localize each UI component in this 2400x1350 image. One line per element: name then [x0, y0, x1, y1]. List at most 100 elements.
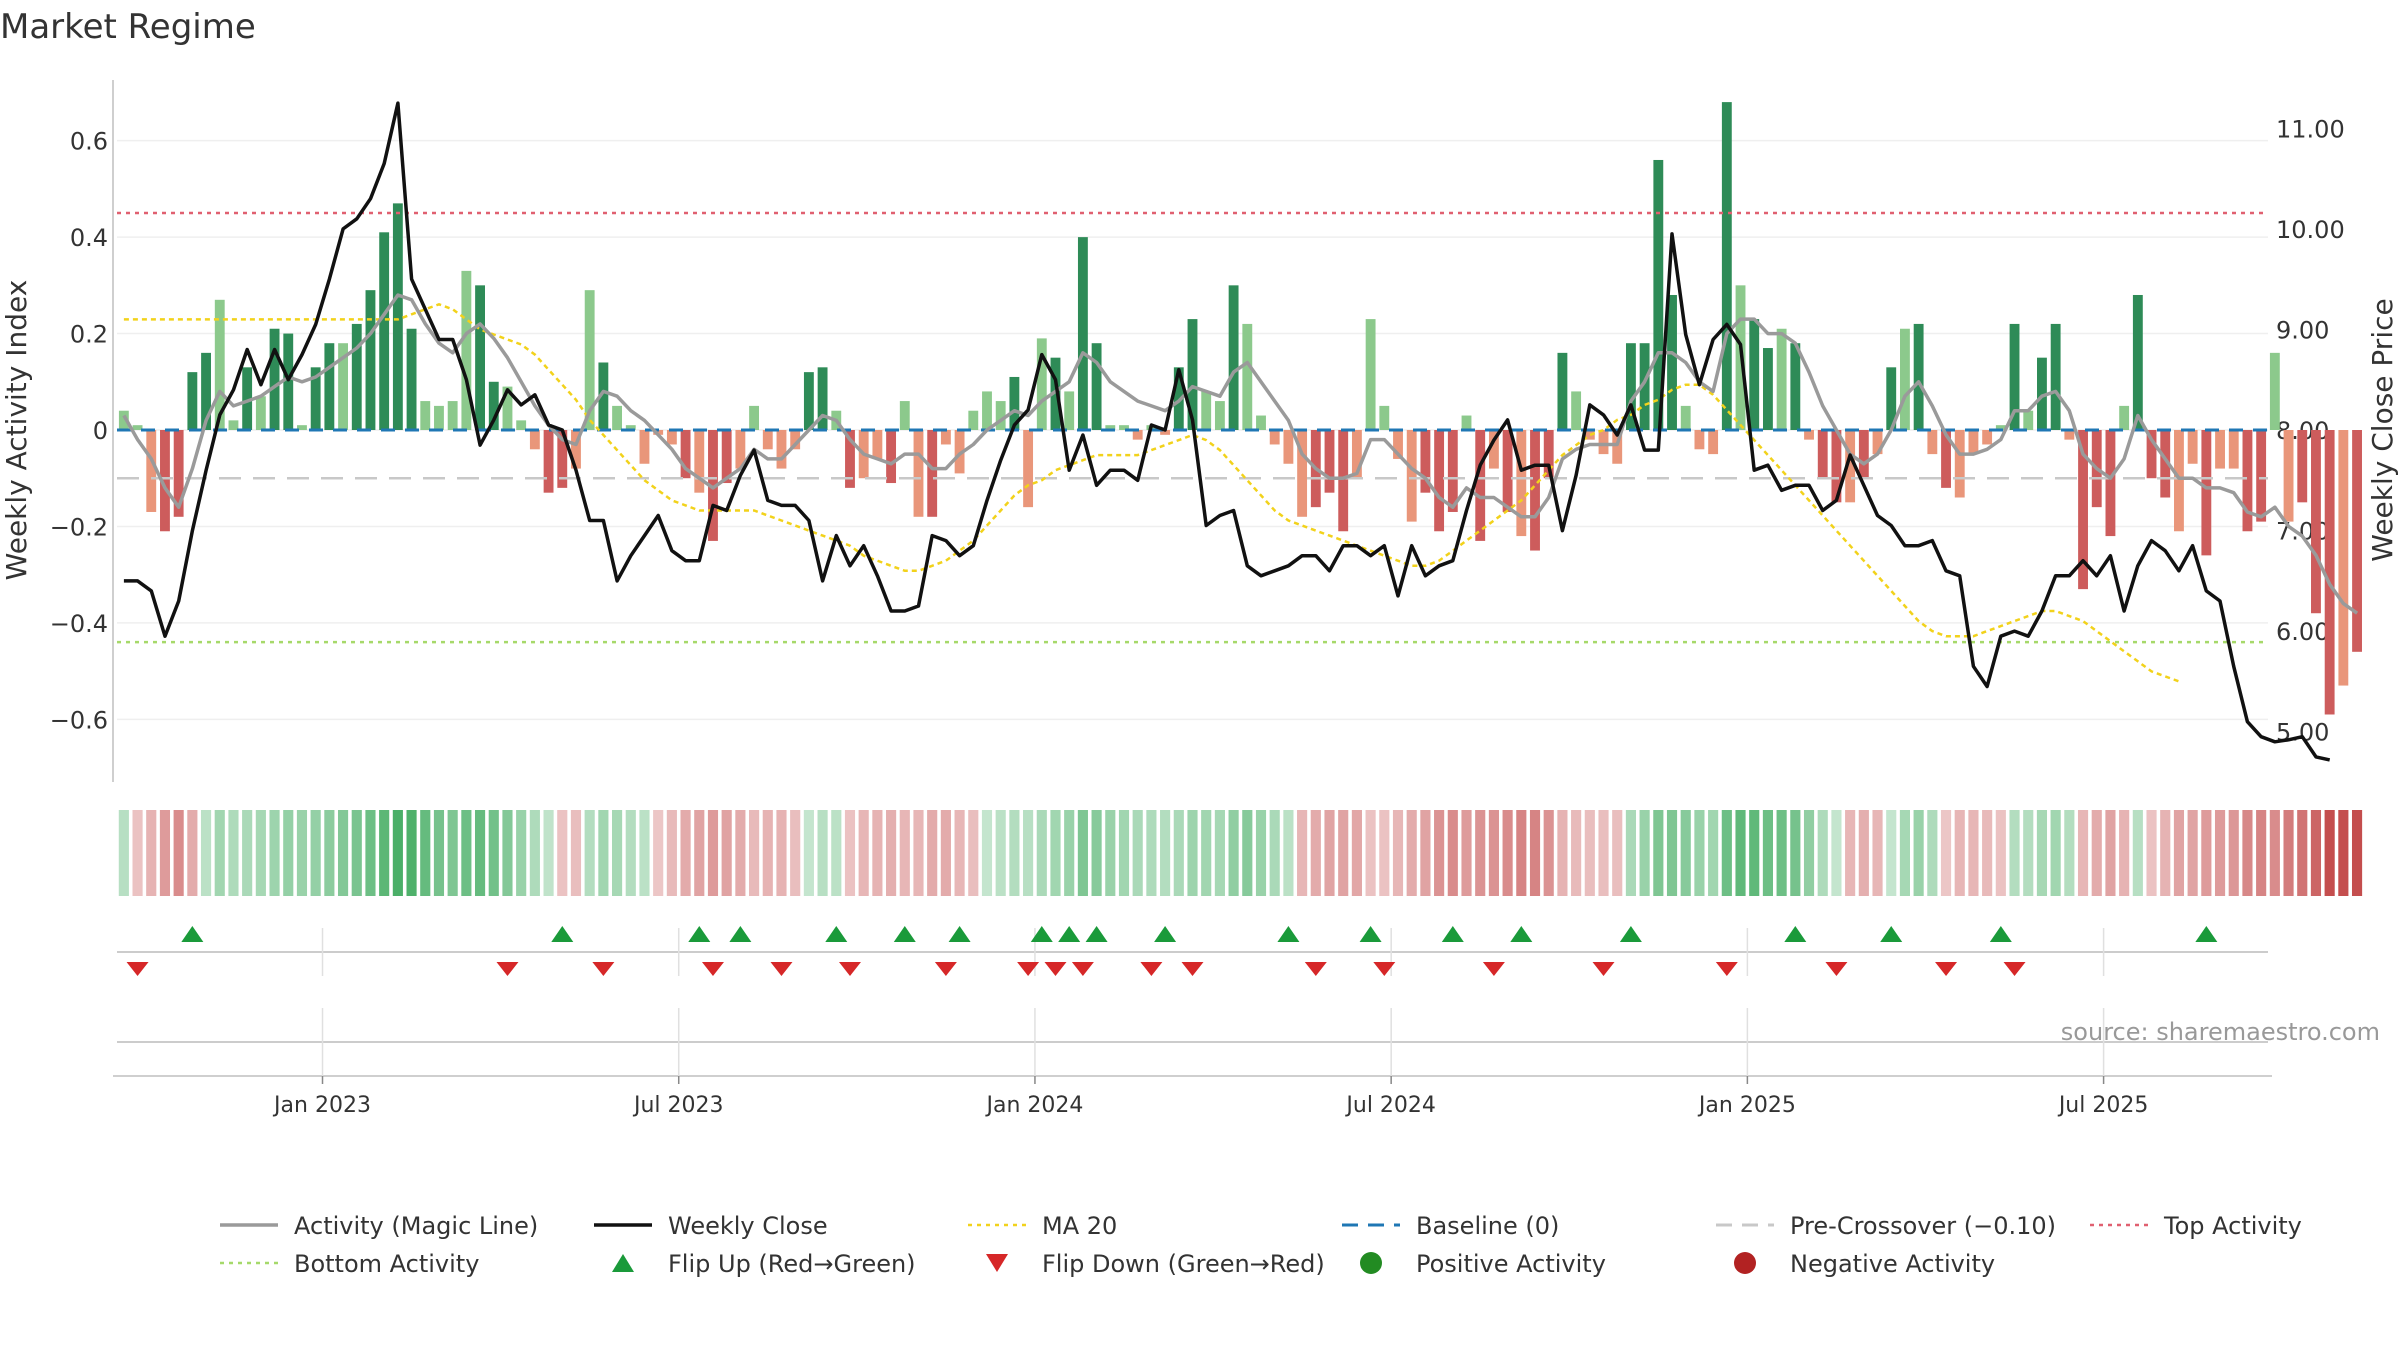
activity-bar — [146, 430, 157, 512]
activity-bar — [1009, 376, 1020, 430]
heat-cell — [1680, 810, 1691, 896]
heat-cell — [214, 810, 225, 896]
y2-axis-label: Weekly Close Price — [2366, 298, 2399, 561]
heat-cell — [940, 810, 951, 896]
heat-cell — [1529, 810, 1541, 896]
ma20-line — [123, 302, 2180, 683]
heat-cell — [1392, 810, 1404, 896]
activity-bar — [1543, 430, 1554, 479]
flip-down-marker — [2003, 962, 2026, 976]
activity-bar — [447, 401, 458, 430]
flip-down-marker — [496, 962, 519, 976]
heat-cell — [324, 810, 335, 896]
flip-up-marker — [1510, 926, 1533, 942]
activity-bar — [2009, 323, 2020, 430]
heat-cell — [1625, 810, 1636, 896]
heat-cell — [899, 810, 910, 896]
activity-bar — [392, 203, 403, 430]
heat-cell — [1927, 810, 1938, 896]
activity-bar — [2297, 430, 2308, 503]
heat-cell — [1173, 810, 1184, 896]
y-tick-label: 0.4 — [70, 224, 108, 252]
heat-cell — [1077, 810, 1088, 896]
activity-bar — [1872, 430, 1883, 455]
activity-bar — [708, 430, 718, 541]
heat-cell — [1612, 810, 1623, 896]
heat-cell — [118, 810, 129, 896]
flip-down-marker — [1935, 962, 1958, 976]
y-tick-label: 0 — [93, 417, 108, 445]
heat-cell — [625, 810, 636, 896]
heat-cell — [379, 810, 390, 896]
heat-cell — [1502, 810, 1513, 896]
activity-bar — [2311, 430, 2321, 614]
activity-bar — [940, 430, 951, 445]
activity-bar — [1817, 430, 1828, 479]
activity-bar — [1584, 430, 1595, 440]
activity-bar — [968, 410, 979, 430]
activity-bar — [502, 386, 513, 430]
heat-cell — [817, 810, 828, 896]
heat-cell — [255, 810, 266, 896]
heat-cell — [337, 810, 349, 896]
activity-bar — [1064, 391, 1075, 430]
heat-cell — [420, 810, 431, 896]
heat-cell — [1160, 810, 1171, 896]
activity-bar — [1036, 338, 1047, 430]
activity-bar — [1900, 328, 1910, 430]
activity-bar — [1351, 430, 1362, 479]
activity-bar — [1091, 343, 1102, 430]
heat-cell — [1639, 810, 1650, 896]
heat-cell — [1461, 810, 1472, 896]
x-tick-label: Jul 2024 — [1344, 1093, 1436, 1118]
activity-bar — [1488, 430, 1499, 469]
heat-cell — [2173, 810, 2185, 896]
activity-bar — [2283, 430, 2294, 522]
activity-bar — [735, 430, 746, 469]
activity-bar — [1913, 323, 1924, 430]
heat-cell — [1297, 810, 1308, 896]
activity-bar — [899, 401, 910, 430]
activity-bar — [1324, 430, 1335, 493]
activity-magic-line — [122, 293, 2359, 615]
activity-bar — [1886, 367, 1897, 430]
heat-cell — [557, 810, 568, 896]
activity-bar — [2201, 430, 2212, 556]
activity-bar — [118, 410, 129, 430]
heat-cell — [365, 810, 376, 896]
y-tick-label: −0.6 — [50, 706, 108, 734]
legend-label: MA 20 — [1042, 1212, 1117, 1240]
heat-cell — [1831, 810, 1842, 896]
heat-cell — [1269, 810, 1280, 896]
activity-bar — [2215, 430, 2225, 469]
heat-cell — [1283, 810, 1294, 896]
heat-cell — [1968, 810, 1979, 896]
heat-cell — [653, 810, 664, 896]
heat-cell — [1803, 810, 1815, 896]
heat-cell — [1516, 810, 1527, 896]
heat-cell — [1557, 810, 1568, 896]
activity-bar — [817, 367, 828, 430]
y-tick-label: 0.6 — [70, 128, 108, 156]
activity-bar — [872, 430, 883, 459]
flip-up-marker — [1277, 926, 1300, 942]
heat-cell — [886, 810, 897, 896]
flip-down-marker — [1181, 962, 1204, 976]
heat-cell — [1406, 810, 1417, 896]
heat-cell — [1584, 810, 1595, 896]
activity-bar — [543, 430, 554, 493]
activity-bar — [2146, 430, 2157, 479]
heat-cell — [406, 810, 417, 896]
legend-label: Flip Up (Red→Green) — [668, 1250, 916, 1278]
flip-down-marker — [592, 962, 615, 976]
activity-bar — [1804, 430, 1814, 440]
activity-bar — [1132, 430, 1143, 440]
activity-bar — [2023, 410, 2034, 430]
heat-cell — [1886, 810, 1897, 896]
heat-cell — [1995, 810, 2006, 896]
activity-bar — [2174, 430, 2184, 532]
heat-cell — [2023, 810, 2034, 896]
x-tick-label: Jan 2023 — [272, 1093, 371, 1118]
activity-bar — [927, 430, 938, 517]
